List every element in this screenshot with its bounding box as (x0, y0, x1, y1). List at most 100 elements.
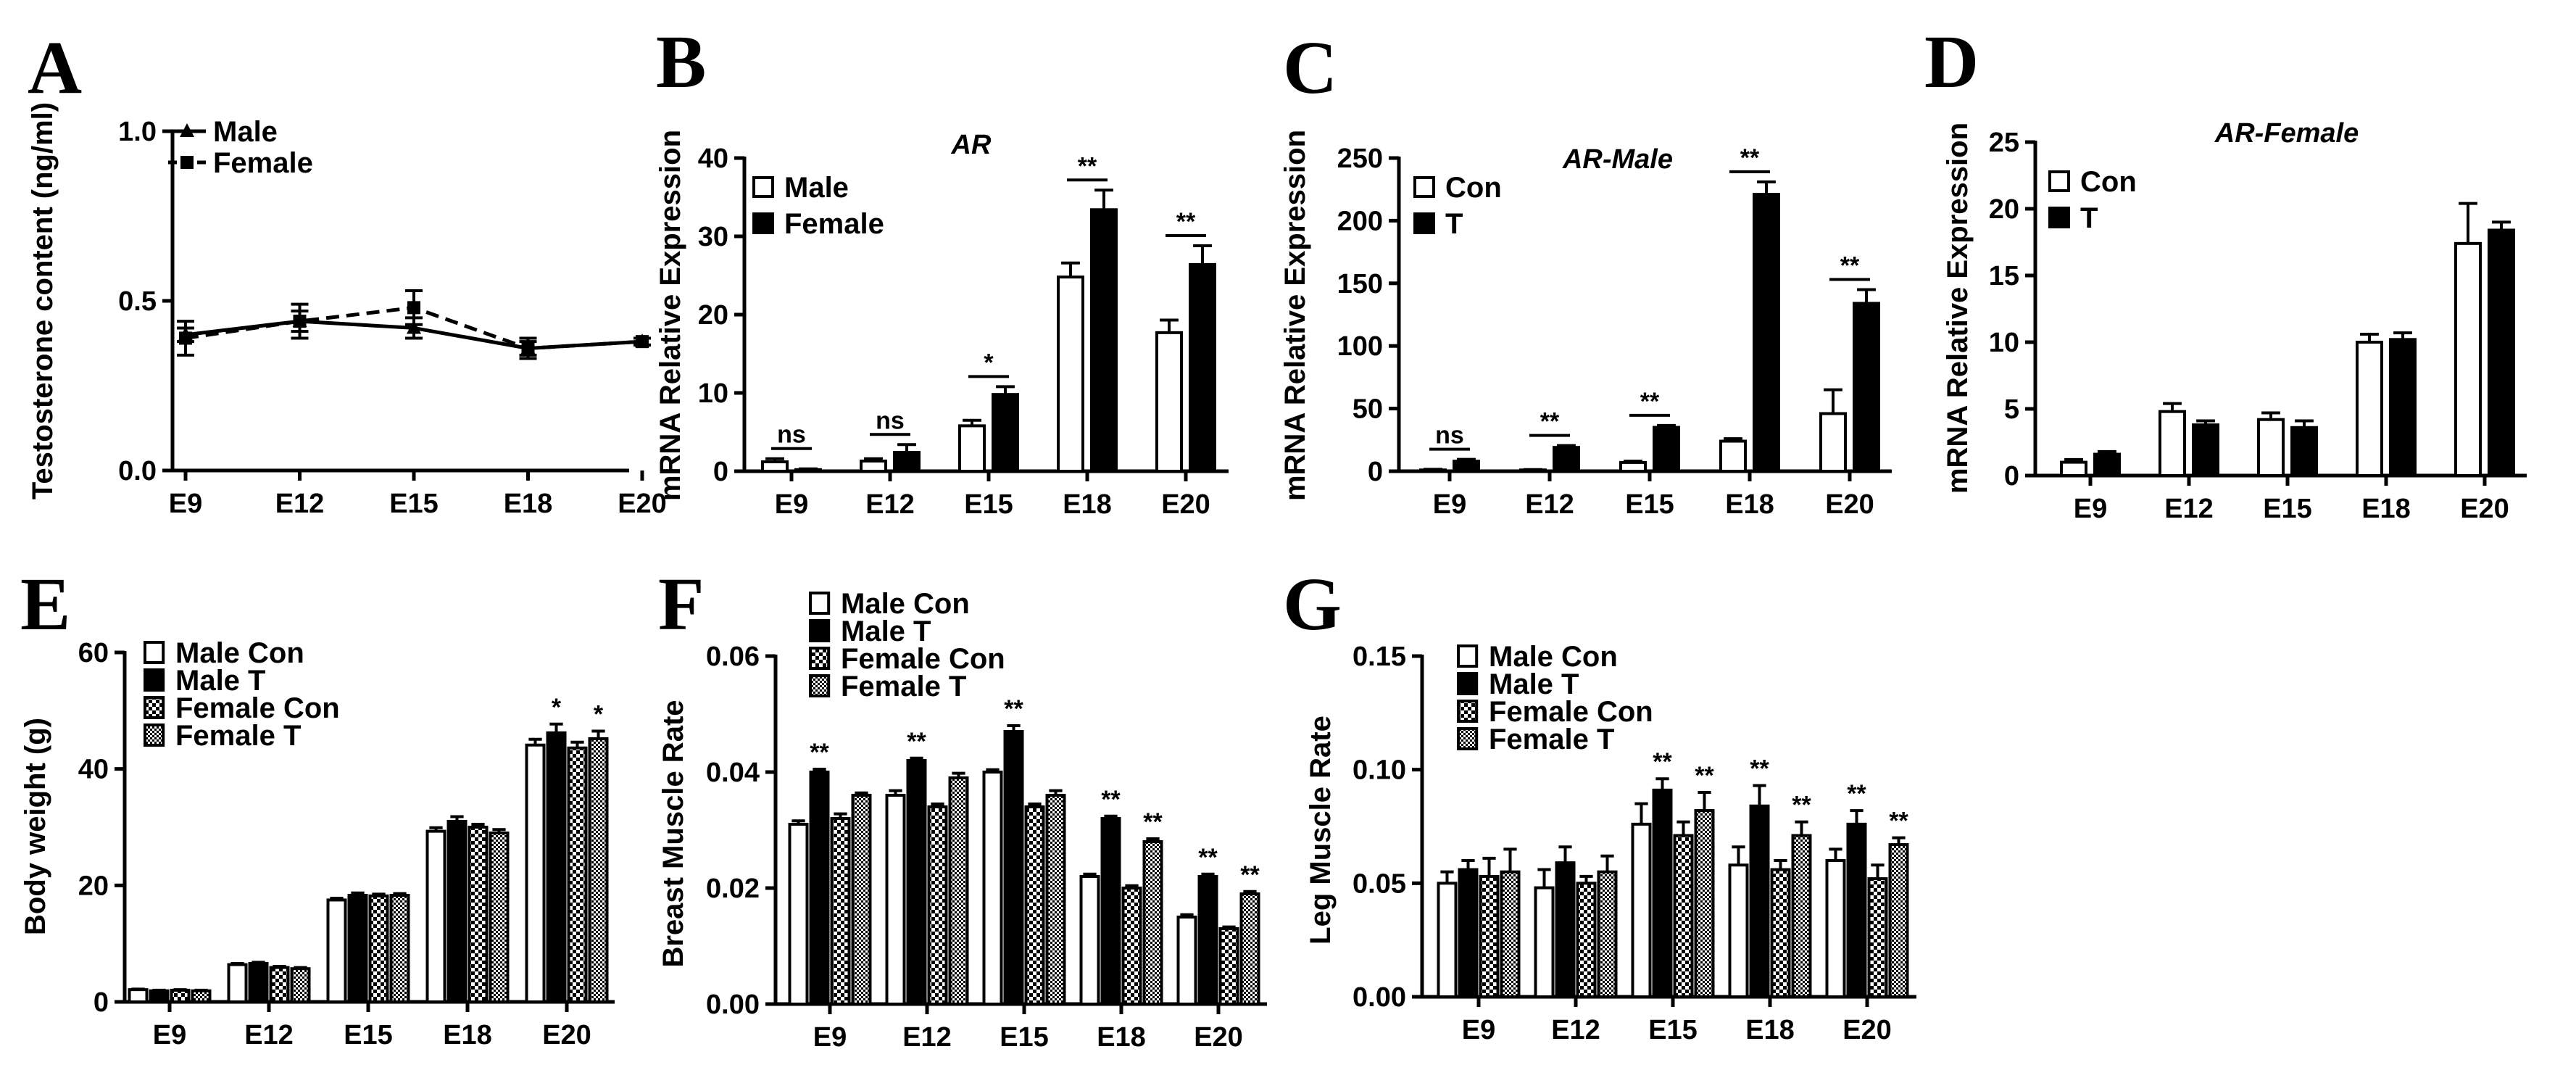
bar (525, 743, 546, 1003)
bar (290, 967, 311, 1003)
legend-label: Female T (1489, 723, 1614, 755)
x-tick-label: E20 (1161, 489, 1210, 520)
significance-label: ** (1198, 844, 1218, 871)
legend-label: T (2080, 202, 2098, 234)
y-tick-label: 0.15 (1353, 642, 1406, 672)
bar (1631, 822, 1652, 999)
bar (2060, 460, 2087, 477)
y-tick-label: 20 (698, 300, 728, 331)
legend-swatch (1413, 176, 1435, 198)
data-point (407, 320, 421, 334)
bar (860, 459, 887, 473)
y-tick-label: 25 (1989, 128, 2019, 158)
bar (1024, 805, 1045, 1006)
y-tick-label: 30 (698, 222, 728, 252)
bar (2389, 338, 2417, 477)
significance-label: ns (876, 407, 905, 434)
bar (468, 826, 489, 1003)
data-point (293, 315, 307, 328)
bar (1479, 874, 1500, 999)
x-tick-label: E12 (244, 1020, 294, 1050)
legend-label: Female (213, 147, 313, 179)
legend-swatch (1457, 727, 1479, 750)
significance-label: ** (1889, 808, 1908, 835)
x-tick-label: E15 (1648, 1015, 1698, 1045)
bar (1619, 460, 1647, 473)
y-tick-label: 0.02 (706, 874, 760, 904)
significance-label: ** (1101, 786, 1121, 813)
x-tick-label: E15 (1000, 1022, 1049, 1053)
legend-label: Male Con (841, 588, 970, 620)
y-tick-label: 200 (1337, 206, 1383, 236)
legend-label: Con (1445, 172, 1502, 204)
y-tick-label: 0.0 (118, 456, 157, 486)
legend-swatch (1457, 644, 1479, 668)
y-tick-label: 10 (698, 378, 728, 409)
bar (1555, 861, 1576, 998)
bar (1189, 262, 1216, 473)
chart-title: AR-Female (2214, 118, 2359, 149)
bar (368, 894, 389, 1003)
y-tick-label: 0.00 (706, 990, 760, 1020)
bar (1791, 834, 1812, 998)
y-tick-label: 20 (1989, 194, 2019, 225)
y-tick-label: 1.0 (118, 117, 157, 147)
bar (1819, 412, 1847, 473)
bar (830, 817, 851, 1006)
x-tick-label: E9 (775, 489, 808, 520)
panel-e: E 0 20 40 60 E9 E12 E15 E18 E20 Body weight (g) * *… (20, 563, 615, 1050)
bar (269, 966, 290, 1004)
x-tick-label: E20 (1842, 1015, 1892, 1045)
bar (1652, 788, 1673, 999)
panel-f: F 0.00 0.02 0.04 0.06 E9 E12 E15 E18 E20 Breast M… (657, 563, 1267, 1053)
y-axis-label: mRNA Relative Expression (1279, 130, 1311, 501)
bar (1576, 882, 1597, 999)
chart-title: AR (951, 130, 992, 160)
significance-label: ** (907, 728, 926, 755)
bar (1239, 892, 1260, 1006)
significance-label: * (984, 349, 994, 376)
bar (1100, 817, 1121, 1006)
significance-label: ** (1540, 408, 1560, 436)
x-tick-label: E15 (2263, 494, 2312, 524)
legend-swatch (1413, 212, 1435, 234)
x-tick-label: E9 (813, 1022, 847, 1053)
significance-label: * (594, 700, 604, 728)
legend-swatch (809, 647, 831, 670)
data-point (636, 335, 649, 349)
bar (1825, 859, 1846, 998)
bar (1597, 870, 1618, 998)
x-tick-label: E9 (169, 489, 202, 519)
panel-label-c: C (1283, 26, 1337, 109)
legend-label: Male T (1489, 668, 1579, 700)
bar (1694, 809, 1715, 998)
y-tick-label: 150 (1337, 269, 1383, 299)
legend-label: T (1445, 208, 1463, 240)
legend-label: Male Con (1489, 641, 1618, 673)
bar (2192, 423, 2219, 478)
legend-label: Female Con (1489, 696, 1653, 728)
bar (1218, 927, 1239, 1006)
bar (2257, 418, 2285, 477)
significance-label: ** (1078, 152, 1097, 180)
legend-label: Con (2080, 166, 2137, 198)
bar (326, 898, 347, 1003)
panel-c: C 0 50 100 150 200 250 E9 E12 E15 E18 E20 mRNA Rela… (1279, 26, 1892, 520)
x-tick-label: E12 (275, 489, 325, 519)
bar (958, 424, 986, 473)
legend-label: Female Con (841, 643, 1005, 675)
y-axis-label: Breast Muscle Rate (657, 700, 689, 967)
bar (1458, 868, 1479, 998)
legend-label: Male (784, 172, 849, 204)
significance-label: ** (1004, 695, 1023, 723)
y-tick-label: 0.5 (118, 286, 157, 317)
bar (1437, 882, 1458, 999)
y-tick-label: 0.00 (1353, 982, 1406, 1013)
y-axis-label: Body weight (g) (20, 718, 51, 935)
bar (982, 771, 1003, 1006)
y-tick-label: 0 (713, 457, 728, 487)
x-tick-label: E18 (1725, 489, 1774, 520)
legend-swatch (809, 619, 831, 642)
panel-a: A 0.0 0.5 1.0 E9 E12 E15 E18 E20 Testosterone co… (27, 26, 667, 519)
legend-swatch (752, 212, 774, 234)
